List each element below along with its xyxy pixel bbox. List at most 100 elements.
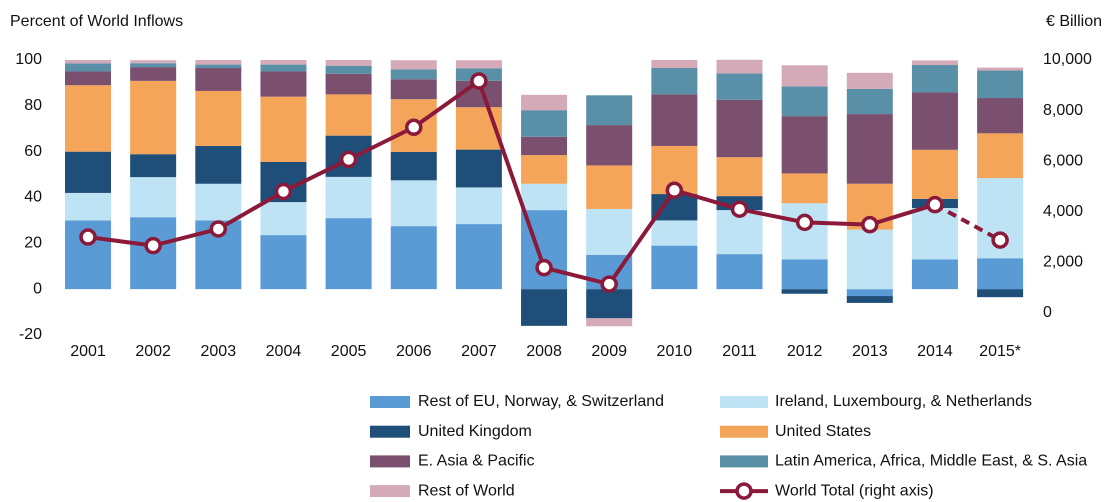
bar-segment [130, 63, 177, 68]
line-marker [665, 181, 684, 200]
bar-segment [521, 110, 568, 137]
bar-segment [195, 90, 242, 146]
x-tick-label: 2005 [331, 343, 367, 360]
bar-segment [130, 60, 177, 64]
bar-segment [521, 183, 568, 211]
legend-swatch [370, 485, 410, 498]
bar-segment [195, 60, 242, 65]
y2-tick-label: 4,000 [1043, 203, 1083, 220]
bar-segment [455, 149, 502, 188]
bar-segment [846, 88, 893, 115]
bar-segment [521, 94, 568, 111]
line-marker [861, 215, 879, 234]
bar-segment [390, 151, 437, 181]
line-marker [600, 275, 618, 293]
legend-label: World Total (right axis) [775, 482, 934, 499]
line-marker [535, 258, 553, 277]
y-tick-label: 100 [15, 51, 42, 68]
y2-axis-title: € Billion [1046, 13, 1102, 30]
x-tick-label: 2012 [787, 343, 823, 360]
bar-segment [911, 208, 958, 260]
x-tick-label: 2009 [591, 343, 627, 360]
legend-label: Ireland, Luxembourg, & Netherlands [775, 393, 1032, 410]
legend-swatch [370, 425, 410, 438]
x-tick-label: 2013 [852, 343, 888, 360]
bar-segment [390, 226, 437, 290]
legend-marker [735, 482, 753, 500]
bar-segment [651, 68, 698, 95]
bar-segment [586, 208, 633, 255]
legend-label: Latin America, Africa, Middle East, & S.… [775, 453, 1087, 470]
bar-segment [260, 64, 307, 72]
bar-segment [195, 64, 242, 69]
bar-segment [977, 67, 1024, 71]
y2-tick-label: 6,000 [1043, 152, 1083, 169]
bar-segment [977, 289, 1024, 298]
bar-segment [195, 145, 242, 184]
line [87, 77, 936, 287]
y2-tick-label: 0 [1043, 304, 1052, 321]
bar-segment [65, 151, 111, 193]
legend-label: E. Asia & Pacific [418, 453, 535, 470]
bar-segment [325, 73, 372, 95]
bar-segment [130, 154, 177, 178]
bar-segment [911, 149, 958, 199]
x-tick-label: 2002 [135, 343, 171, 360]
y2-tick-label: 8,000 [1043, 102, 1083, 119]
y2-tick-label: 10,000 [1043, 51, 1092, 68]
x-tick-label: 2010 [657, 343, 693, 360]
bar-segment [195, 183, 242, 221]
y-tick-label: -20 [19, 326, 42, 343]
bar-segment [521, 155, 568, 184]
y-tick-label: 0 [33, 280, 42, 297]
bar-segment [260, 202, 307, 236]
bar-segment [781, 289, 828, 294]
bar-segment [130, 67, 177, 81]
bar-segment [325, 60, 372, 66]
bar-segment [651, 220, 698, 246]
x-tick-label: 2015* [979, 343, 1021, 360]
bar-segment [455, 187, 502, 225]
legend-swatch [720, 455, 768, 468]
bar-segment [846, 72, 893, 89]
bar-segment [911, 65, 958, 93]
bar-segment [716, 254, 763, 290]
bar-segment [781, 86, 828, 117]
line-marker [144, 236, 162, 255]
line [933, 202, 1002, 242]
bar-segment [65, 192, 111, 221]
legend-swatch [370, 455, 410, 468]
bar-segment [260, 235, 307, 290]
bar-segment [455, 60, 502, 69]
bar-segment [846, 229, 893, 290]
bar-segment [521, 136, 568, 156]
legend-swatch [370, 396, 410, 408]
bar-segment [260, 71, 307, 97]
bar-segment [390, 79, 437, 100]
bar-segment [911, 259, 958, 290]
line-marker [470, 72, 488, 90]
line-marker [209, 220, 228, 238]
y-tick-label: 80 [24, 97, 42, 114]
bar-segment [455, 224, 502, 290]
line-marker [79, 228, 97, 246]
bar-segment [65, 85, 111, 152]
bar-segment [977, 98, 1024, 134]
line-marker [730, 200, 749, 218]
bar-segment [716, 59, 763, 74]
bar-segment [586, 165, 633, 209]
x-tick-label: 2011 [722, 343, 757, 360]
line-marker [991, 231, 1009, 249]
line-marker [405, 118, 423, 137]
y-tick-label: 40 [24, 189, 42, 206]
bar-segment [977, 133, 1024, 179]
bar-segment [130, 177, 177, 218]
legend-swatch [720, 396, 768, 408]
x-tick-label: 2008 [526, 343, 562, 360]
legend-label: Rest of World [418, 482, 515, 499]
bar-segment [781, 203, 828, 260]
bar-segment [651, 60, 698, 69]
bar-segment [260, 60, 307, 65]
bar-segment [325, 176, 372, 219]
